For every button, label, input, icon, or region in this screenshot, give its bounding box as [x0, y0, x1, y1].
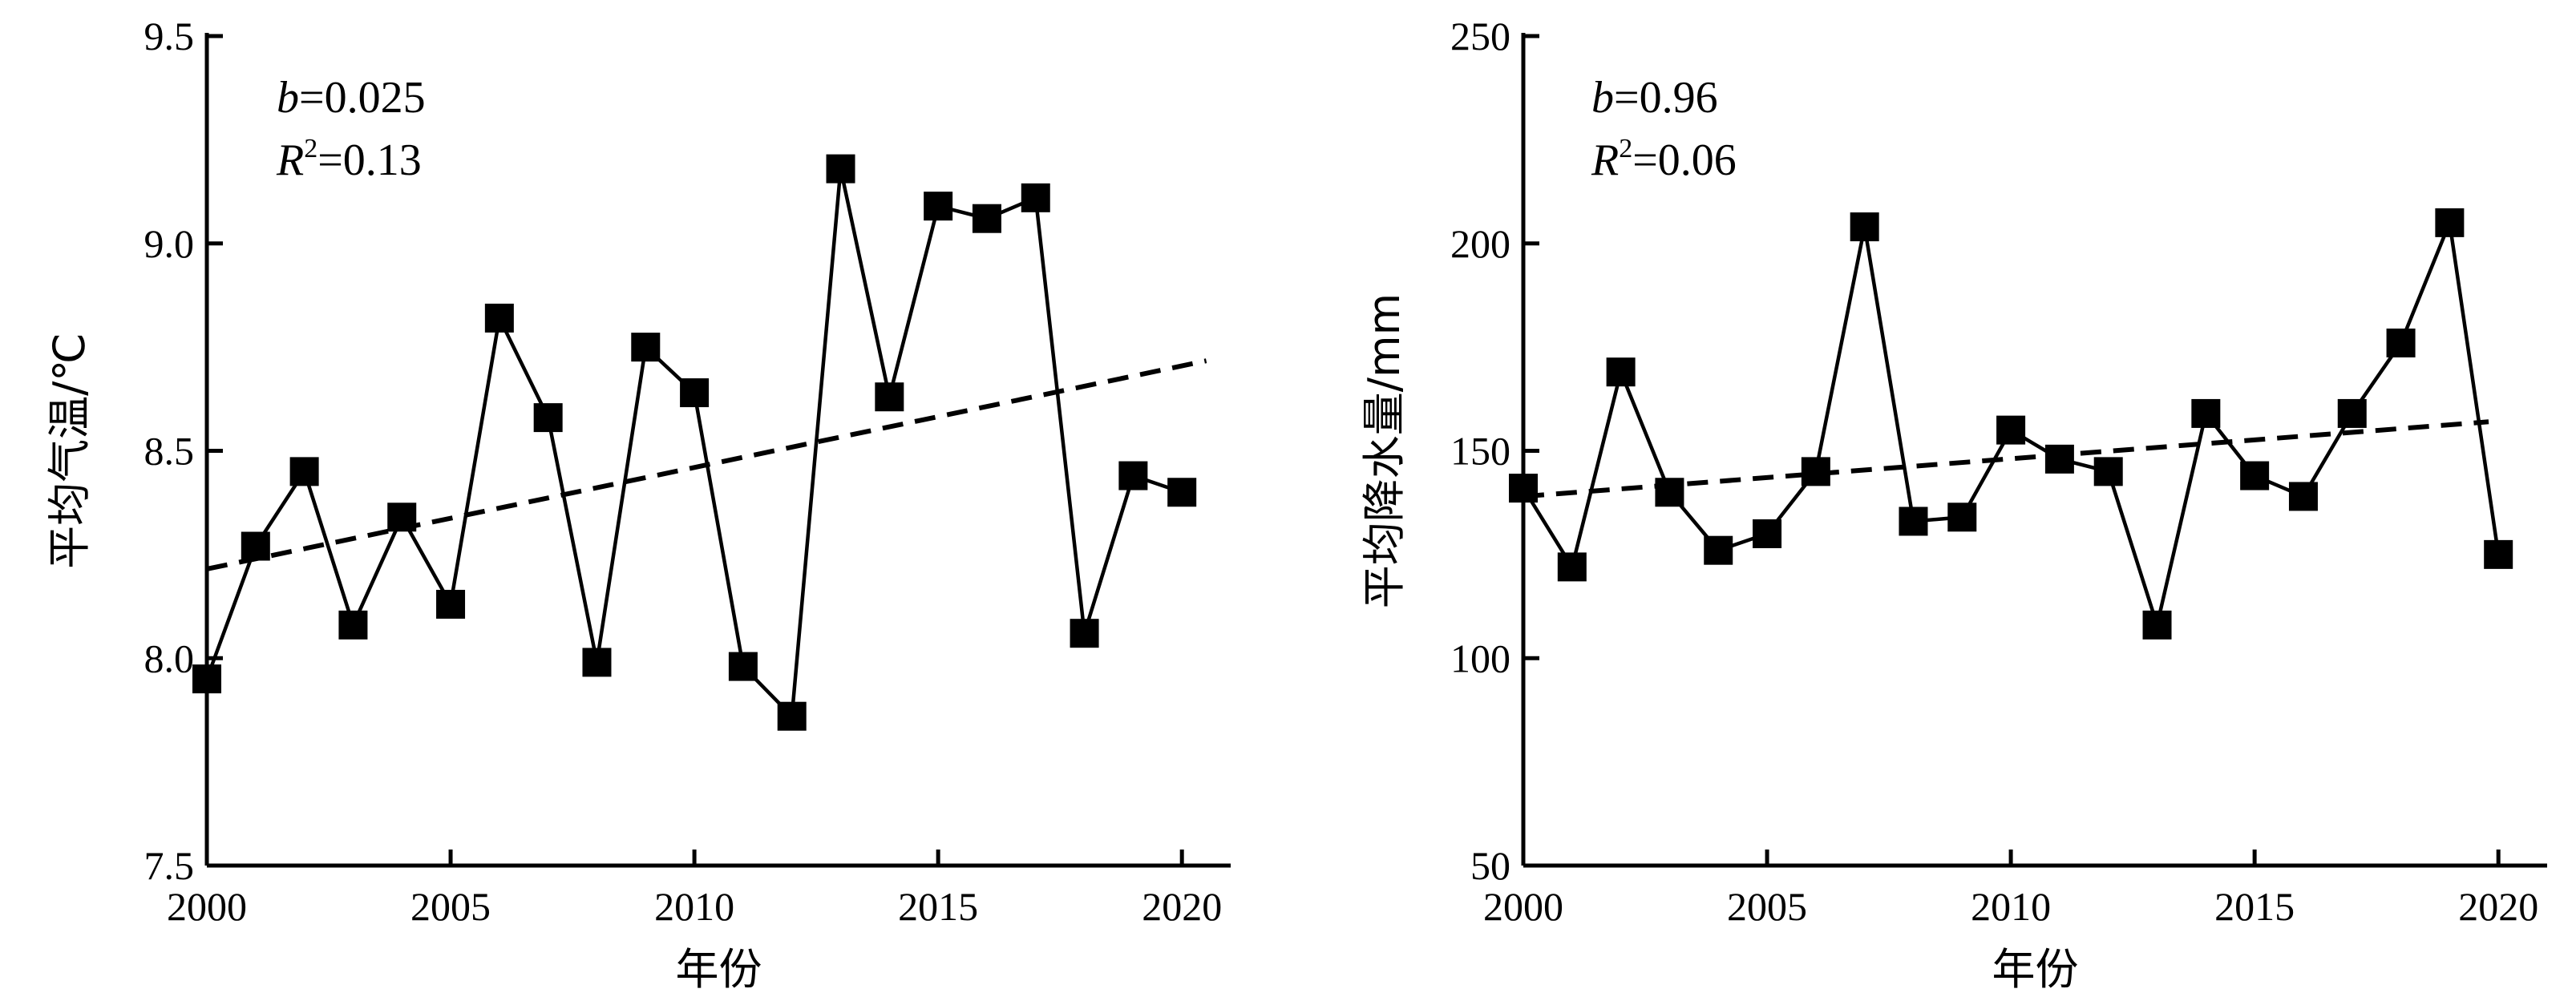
- data-point: [1899, 507, 1928, 536]
- trend-line: [1523, 419, 2489, 499]
- x-axis-label: 年份: [1992, 944, 2079, 995]
- data-point: [2435, 208, 2465, 237]
- data-point: [1850, 212, 1879, 242]
- y-tick-label: 150: [1450, 429, 1510, 474]
- data-point: [777, 701, 807, 731]
- y-axis-label: 平均气温/℃: [44, 333, 95, 569]
- x-axis-label: 年份: [676, 944, 762, 995]
- y-tick-label: 8.5: [144, 429, 195, 474]
- y-axis-label: 平均降水量/mm: [1359, 293, 1409, 608]
- data-point: [2240, 461, 2270, 490]
- y-tick-label: 250: [1450, 14, 1510, 59]
- data-point: [582, 648, 612, 677]
- x-tick-label: 2005: [1727, 884, 1807, 929]
- data-point: [2288, 482, 2318, 511]
- data-point: [1753, 519, 1782, 548]
- x-tick-label: 2015: [898, 884, 978, 929]
- data-point: [924, 192, 953, 221]
- y-tick-label: 100: [1450, 636, 1510, 680]
- y-tick-label: 8.0: [144, 636, 195, 680]
- data-point: [728, 652, 758, 681]
- x-tick-label: 2000: [167, 884, 247, 929]
- data-point: [2484, 539, 2513, 569]
- x-tick-label: 2020: [2458, 884, 2538, 929]
- data-point: [436, 589, 466, 619]
- data-point: [387, 502, 417, 532]
- y-tick-label: 50: [1470, 843, 1510, 888]
- data-point: [1509, 474, 1538, 503]
- x-tick-label: 2010: [1971, 884, 2051, 929]
- data-point: [484, 303, 514, 333]
- r-squared-annotation: R2=0.06: [1591, 134, 1737, 185]
- y-tick-label: 200: [1450, 221, 1510, 266]
- data-point: [1996, 415, 2026, 445]
- data-point: [2044, 444, 2074, 474]
- data-point: [338, 610, 368, 640]
- data-point: [2093, 457, 2123, 486]
- data-point: [2337, 398, 2367, 428]
- data-point: [1655, 478, 1684, 507]
- r-squared-annotation: R2=0.13: [276, 134, 422, 185]
- data-point: [1606, 357, 1636, 387]
- slope-annotation: b=0.96: [1591, 73, 1718, 123]
- data-point: [289, 457, 319, 486]
- data-point: [826, 154, 855, 184]
- data-point: [1167, 478, 1197, 507]
- x-tick-label: 2010: [654, 884, 734, 929]
- data-point: [241, 531, 270, 561]
- data-point: [1070, 619, 1099, 648]
- x-tick-label: 2020: [1142, 884, 1222, 929]
- precipitation-chart: 50 100 150 200 250 2000 2005 2010 2015 2020 年份 平均降水…: [1359, 14, 2547, 995]
- y-tick-label: 9.0: [144, 221, 195, 266]
- x-tick-label: 2005: [410, 884, 491, 929]
- data-point: [1021, 183, 1050, 212]
- data-point: [533, 403, 563, 433]
- data-point: [1118, 461, 1148, 490]
- x-tick-label: 2015: [2214, 884, 2295, 929]
- slope-annotation: b=0.025: [277, 73, 426, 123]
- data-point: [1947, 502, 1977, 532]
- data-point: [1557, 552, 1587, 582]
- temperature-chart: 7.5 8.0 8.5 9.0 9.5 2000 2005 2010 2015 2020 年份 平均气…: [44, 14, 1231, 995]
- data-point: [2142, 610, 2172, 640]
- data-point: [1801, 457, 1830, 486]
- data-point: [2386, 328, 2416, 357]
- data-point: [2191, 398, 2221, 428]
- data-point: [1704, 535, 1733, 565]
- data-point: [875, 382, 904, 412]
- data-point: [680, 378, 710, 408]
- data-point: [631, 333, 661, 362]
- data-point: [972, 204, 1001, 233]
- x-tick-label: 2000: [1483, 884, 1563, 929]
- y-tick-label: 7.5: [144, 843, 195, 888]
- data-point: [192, 664, 221, 694]
- y-tick-label: 9.5: [144, 14, 195, 59]
